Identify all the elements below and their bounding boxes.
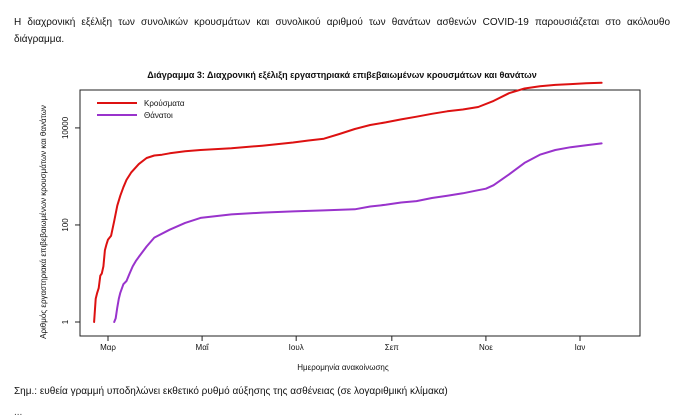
y-tick-label-0: 1	[61, 319, 70, 324]
y-axis-label: Αριθμός εργαστηριακά επιβεβαιωμένων κρου…	[39, 105, 48, 339]
x-tick-label-4: Νοε	[479, 343, 493, 352]
intro-paragraph: Η διαχρονική εξέλιξη των συνολικών κρουσ…	[14, 17, 670, 45]
legend-label-0: Κρούσματα	[144, 99, 185, 108]
series-line-0	[93, 81, 603, 323]
x-tick-label-1: Μαΐ	[196, 343, 210, 352]
series-line-1	[113, 142, 603, 323]
plot-border	[79, 89, 641, 337]
x-axis-label: Ημερομηνία ανακοίνωσης	[297, 363, 389, 372]
legend-label-1: Θάνατοι	[144, 111, 173, 120]
chart-title: Διάγραμμα 3: Διαχρονική εξέλιξη εργαστηρ…	[147, 70, 537, 80]
footnote: Σημ.: ευθεία γραμμή υποδηλώνει εκθετικό …	[14, 386, 448, 397]
x-tick-label-3: Σεπ	[385, 343, 400, 352]
y-tick-label-2: 10000	[61, 116, 70, 139]
truncated-text-line: ...	[14, 407, 23, 418]
x-tick-label-2: Ιουλ	[289, 343, 304, 352]
x-tick-label-5: Ιαν	[575, 343, 586, 352]
x-tick-label-0: Μαρ	[100, 343, 116, 352]
y-tick-label-1: 100	[61, 218, 70, 232]
